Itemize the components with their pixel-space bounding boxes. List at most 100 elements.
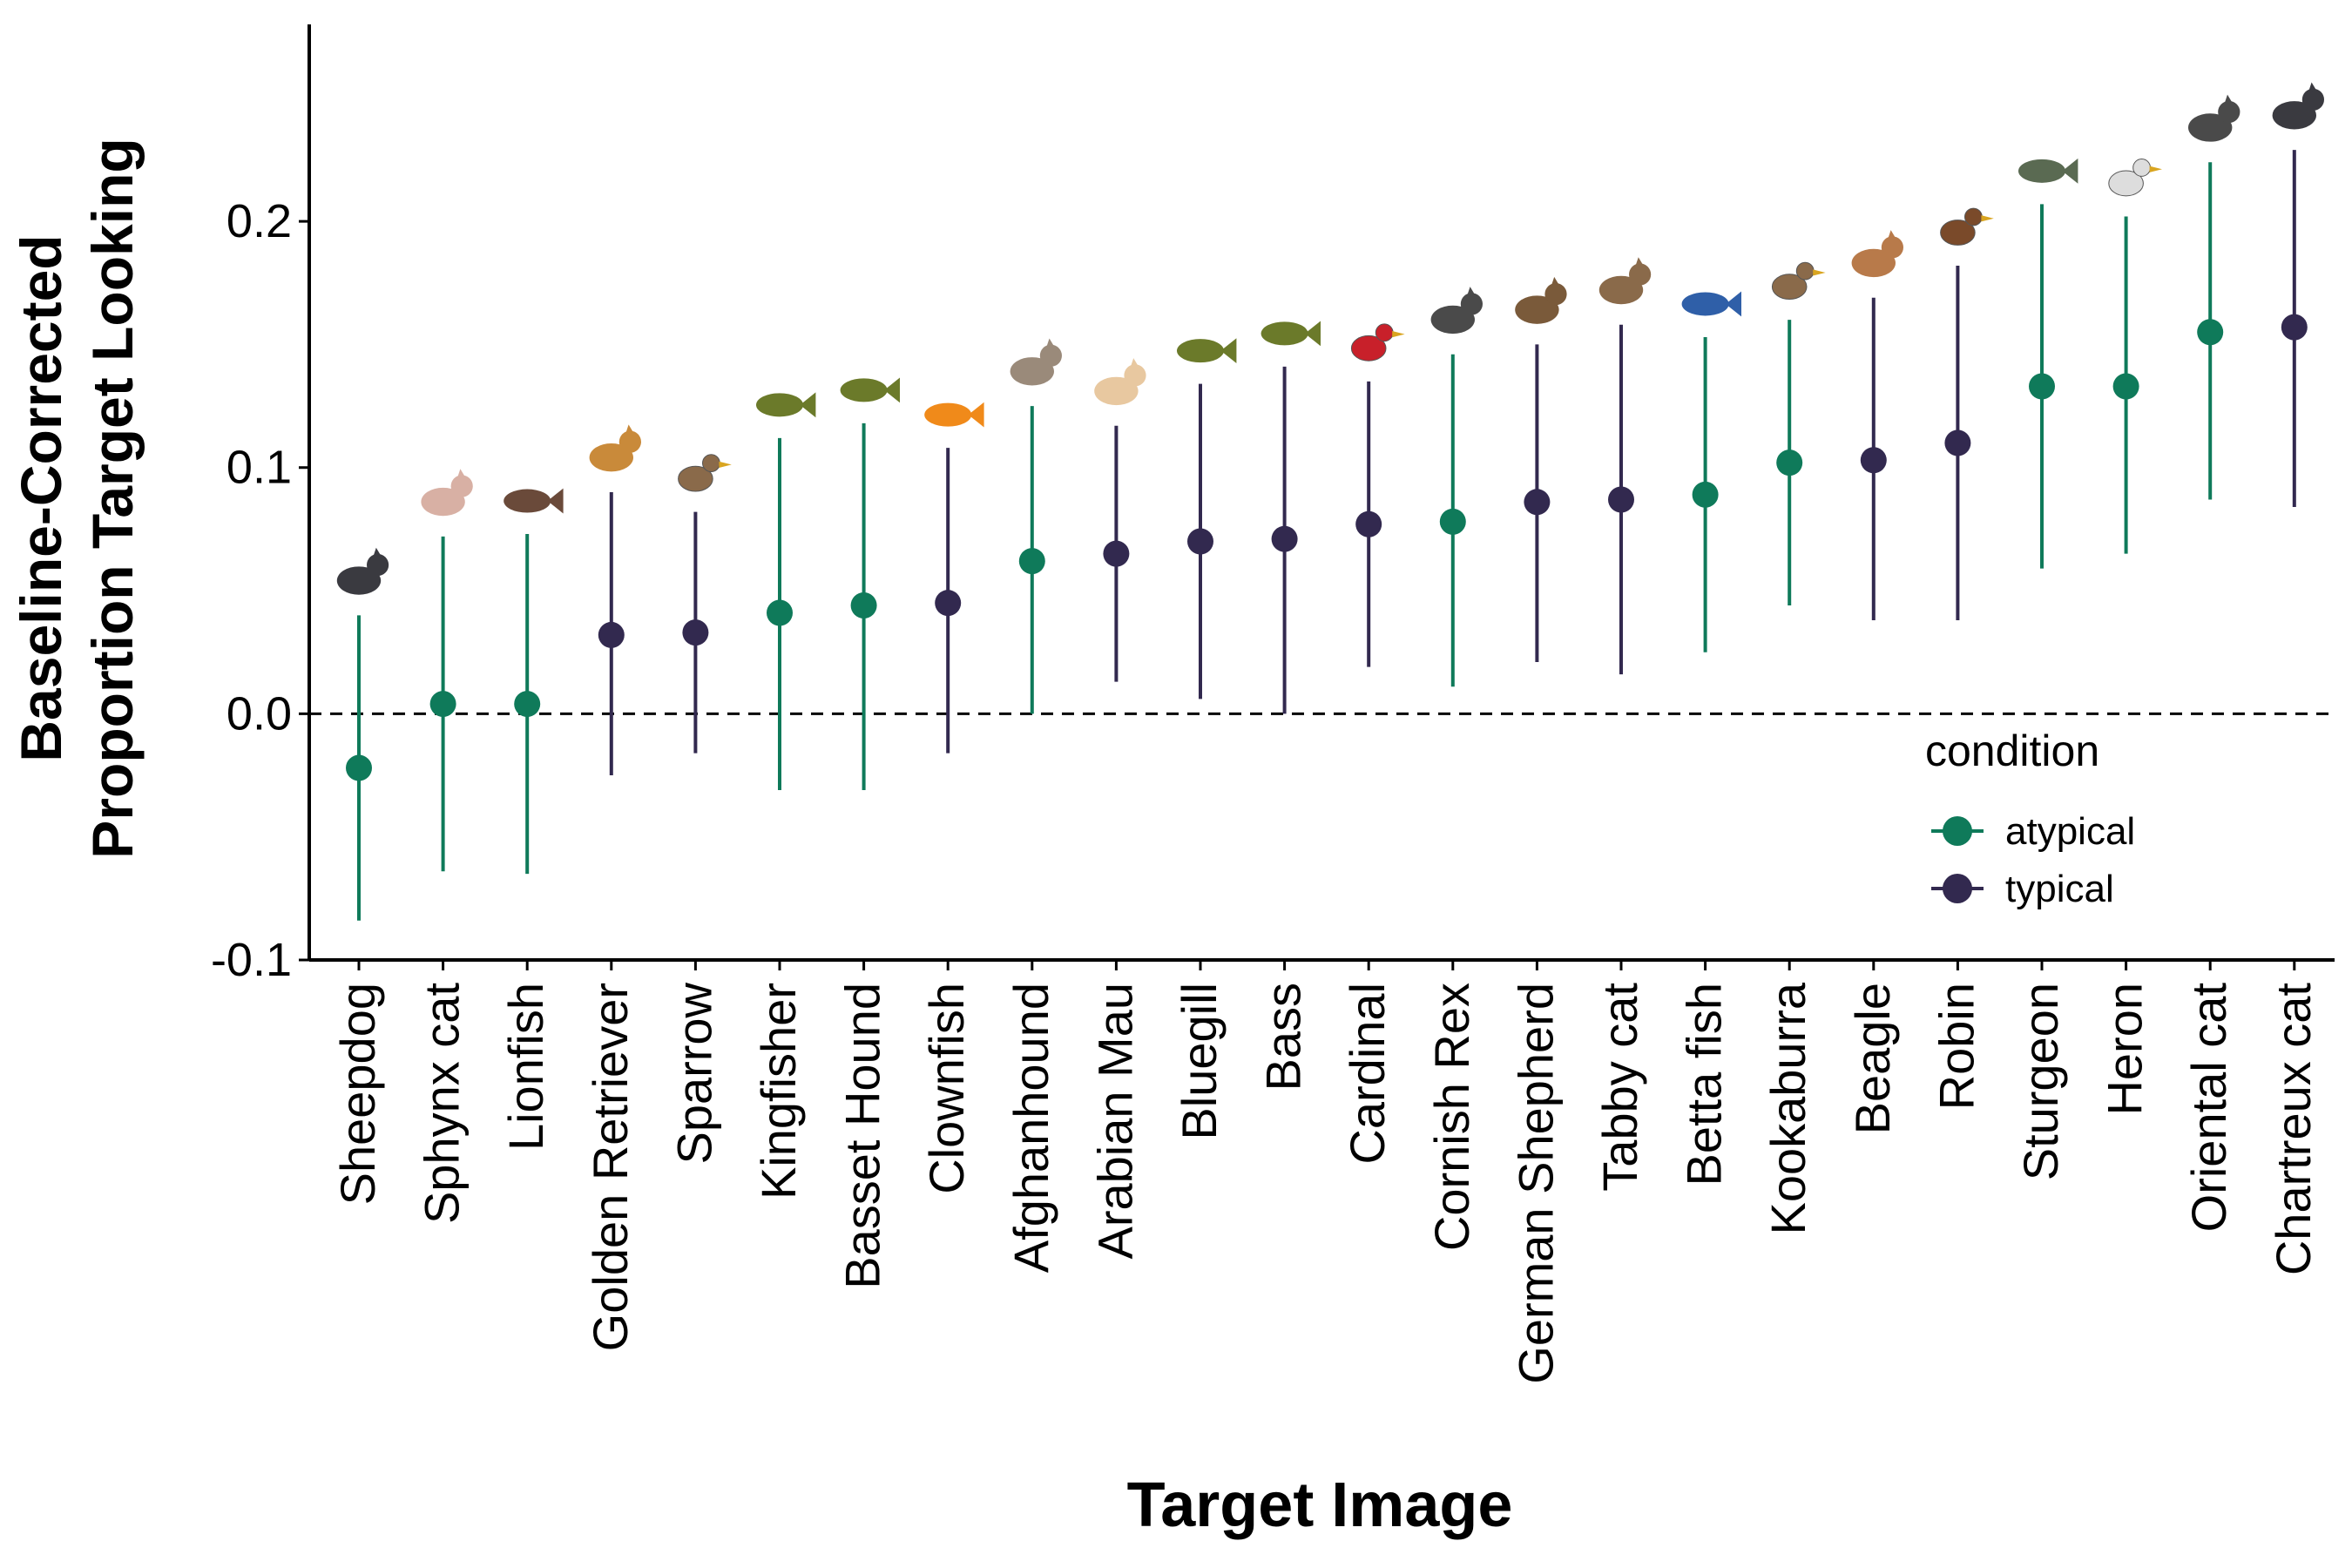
- data-points: [336, 82, 2324, 921]
- pointrange-oriental-cat: [2188, 94, 2240, 500]
- sheepdog-icon: [336, 547, 389, 595]
- tabby-cat-icon-body: [1598, 275, 1644, 305]
- lionfish-icon-tail: [547, 488, 564, 514]
- kingfisher-icon-tail: [800, 392, 816, 418]
- beagle-icon-body: [1851, 248, 1896, 278]
- pointrange-sparrow: [678, 454, 732, 754]
- data-point: [514, 691, 541, 718]
- pointrange-lionfish: [504, 488, 564, 875]
- x-tick-label: Afghanhound: [1004, 983, 1058, 1273]
- german-shepherd-icon-head: [1544, 283, 1567, 306]
- y-tick-label: 0.1: [226, 442, 292, 494]
- sphynx-cat-icon: [421, 469, 473, 517]
- pointrange-heron: [2108, 159, 2162, 554]
- betta-fish-icon-tail: [1726, 291, 1741, 317]
- data-point: [1271, 525, 1298, 552]
- sphynx-cat-icon-head: [450, 475, 473, 497]
- oriental-cat-icon-ear: [2224, 94, 2233, 105]
- x-tick-label: German Shepherd: [1508, 983, 1563, 1384]
- german-shepherd-icon: [1515, 276, 1567, 324]
- pointrange-chartreux-cat: [2272, 82, 2324, 507]
- data-point: [2197, 319, 2224, 346]
- heron-icon-beak: [2149, 166, 2162, 172]
- chartreux-cat-icon-body: [2272, 101, 2316, 130]
- pointrange-golden-retriever: [589, 424, 642, 776]
- pointrange-afghanhound: [1010, 338, 1062, 714]
- kookaburra-icon-beak: [1813, 269, 1826, 276]
- golden-retriever-icon-head: [618, 430, 642, 453]
- legend-entry-typical: typical: [1931, 868, 2114, 910]
- german-shepherd-icon-body: [1515, 295, 1559, 324]
- pointrange-basset-hound: [840, 377, 900, 790]
- legend-label-atypical: atypical: [2005, 810, 2135, 853]
- arabian-mau-icon: [1094, 358, 1146, 406]
- cardinal-icon-body: [1350, 335, 1387, 362]
- heron-icon-head: [2132, 159, 2152, 177]
- afghanhound-icon-head: [1039, 344, 1062, 367]
- betta-fish-icon-body: [1681, 292, 1729, 316]
- pointrange-clownfish: [924, 402, 984, 754]
- axes: -0.1 0.0 0.1 0.2 Sheepdog Sphynx cat Lionfish G…: [211, 24, 2335, 1384]
- x-tick-label: Sparrow: [666, 982, 721, 1164]
- sturgeon-icon-tail: [2062, 158, 2078, 184]
- sheepdog-icon-ear: [373, 547, 382, 558]
- sparrow-icon: [678, 454, 732, 492]
- kookaburra-icon: [1771, 261, 1826, 301]
- sheepdog-icon-body: [336, 566, 382, 595]
- x-tick-label: Tabby cat: [1592, 983, 1647, 1192]
- x-tick-label: Clownfish: [919, 983, 974, 1194]
- golden-retriever-icon-ear: [625, 424, 633, 435]
- chartreux-cat-icon: [2272, 82, 2324, 130]
- basset-hound-icon-body: [840, 378, 888, 402]
- pointrange-robin: [1940, 207, 1994, 620]
- afghanhound-icon-ear: [1046, 338, 1054, 348]
- x-tick-label: Kingfisher: [751, 983, 806, 1200]
- data-point: [2112, 373, 2139, 400]
- legend-key-point-typical: [1943, 874, 1972, 903]
- data-point: [1944, 429, 1971, 456]
- heron-icon-body: [2108, 170, 2144, 197]
- sturgeon-icon: [2018, 158, 2078, 184]
- data-point: [1860, 447, 1887, 474]
- data-point: [1776, 449, 1803, 476]
- data-point: [346, 754, 372, 781]
- x-tick-label: Golden Retriever: [583, 983, 638, 1351]
- y-tick-label: 0.0: [226, 687, 292, 740]
- robin-icon-head: [1964, 207, 1983, 226]
- data-point: [1439, 508, 1466, 535]
- lionfish-icon-body: [504, 489, 551, 513]
- heron-icon: [2108, 159, 2162, 197]
- data-point: [850, 592, 877, 619]
- y-axis-label: Baseline-Corrected Proportion Target Loo…: [9, 138, 145, 858]
- legend: condition atypical typical: [1925, 727, 2135, 910]
- pointrange-arabian-mau: [1094, 358, 1146, 682]
- data-point: [935, 590, 962, 617]
- cornish-rex-icon: [1430, 287, 1483, 335]
- beagle-icon: [1851, 230, 1903, 278]
- legend-key-point-atypical: [1943, 816, 1972, 846]
- data-point: [429, 691, 456, 718]
- data-point: [1355, 510, 1382, 537]
- clownfish-icon-tail: [968, 402, 984, 428]
- legend-label-typical: typical: [2005, 868, 2114, 910]
- cardinal-icon-head: [1375, 323, 1394, 342]
- x-tick-label: Chartreux cat: [2266, 983, 2321, 1276]
- sparrow-icon-beak: [719, 461, 732, 469]
- y-tick-label: -0.1: [211, 934, 292, 986]
- kookaburra-icon-body: [1771, 274, 1808, 301]
- kingfisher-icon: [756, 392, 816, 418]
- clownfish-icon: [924, 402, 984, 428]
- pointrange-bass: [1260, 321, 1321, 714]
- x-tick-label: Cardinal: [1340, 983, 1395, 1165]
- tabby-cat-icon-head: [1629, 263, 1652, 286]
- afghanhound-icon-body: [1010, 357, 1055, 386]
- data-point: [598, 621, 625, 648]
- pointrange-bluegill: [1177, 338, 1237, 700]
- data-point: [767, 599, 793, 626]
- robin-icon-body: [1940, 220, 1976, 246]
- cardinal-icon: [1350, 323, 1405, 362]
- sparrow-icon-body: [678, 465, 713, 492]
- bass-icon: [1260, 321, 1321, 347]
- robin-icon-beak: [1981, 215, 1994, 222]
